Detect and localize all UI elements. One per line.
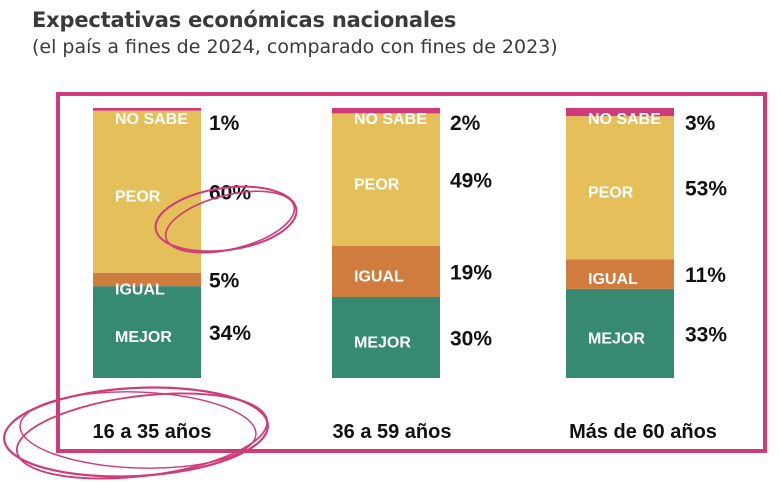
- segment-label-no-sabe-36-a-59-anos: NO SABE: [354, 111, 427, 128]
- bar-segment-no-sabe-16-a-35-anos: [93, 108, 201, 111]
- bar-segment-no-sabe-36-a-59-anos: [332, 108, 440, 114]
- value-label-no-sabe-36-a-59-anos: 2%: [450, 112, 481, 135]
- bar-segment-mejor-mas-de-60-anos: [566, 288, 674, 378]
- value-label-mejor-16-a-35-anos: 34%: [209, 322, 251, 345]
- bar-segment-peor-mas-de-60-anos: [566, 116, 674, 260]
- category-label-36-a-59-anos: 36 a 59 años: [333, 421, 452, 443]
- value-label-mejor-36-a-59-anos: 30%: [450, 328, 492, 351]
- value-label-no-sabe-mas-de-60-anos: 3%: [685, 112, 716, 135]
- value-label-no-sabe-16-a-35-anos: 1%: [209, 112, 240, 135]
- segment-label-no-sabe-16-a-35-anos: NO SABE: [115, 111, 188, 128]
- category-label-16-a-35-anos: 16 a 35 años: [93, 421, 212, 443]
- value-label-igual-16-a-35-anos: 5%: [209, 269, 240, 292]
- segment-label-no-sabe-mas-de-60-anos: NO SABE: [588, 111, 661, 128]
- bar-segment-no-sabe-mas-de-60-anos: [566, 108, 674, 117]
- bar-segment-peor-36-a-59-anos: [332, 113, 440, 246]
- segment-label-mejor-16-a-35-anos: MEJOR: [115, 329, 172, 346]
- segment-label-mejor-36-a-59-anos: MEJOR: [354, 335, 411, 352]
- segment-label-igual-mas-de-60-anos: IGUAL: [588, 271, 638, 288]
- chart-title: Expectativas económicas nacionales: [32, 8, 457, 32]
- value-label-peor-mas-de-60-anos: 53%: [685, 178, 727, 201]
- category-label-mas-de-60-anos: Más de 60 años: [569, 421, 717, 443]
- value-label-peor-16-a-35-anos: 60%: [209, 182, 251, 205]
- segment-label-igual-16-a-35-anos: IGUAL: [115, 282, 165, 299]
- chart-subtitle: (el país a fines de 2024, comparado con …: [32, 36, 558, 58]
- value-label-peor-36-a-59-anos: 49%: [450, 170, 492, 193]
- annotation-circle-age-b: [15, 392, 269, 480]
- annotation-circle-age-c: [19, 391, 257, 469]
- value-label-igual-mas-de-60-anos: 11%: [685, 264, 726, 287]
- bar-segment-mejor-16-a-35-anos: [93, 286, 201, 378]
- annotation-circle-60-b: [164, 190, 296, 254]
- value-label-igual-36-a-59-anos: 19%: [450, 261, 492, 284]
- value-label-mejor-mas-de-60-anos: 33%: [685, 323, 727, 346]
- segment-label-peor-mas-de-60-anos: PEOR: [588, 185, 634, 202]
- bar-segment-igual-36-a-59-anos: [332, 245, 440, 297]
- segment-label-igual-36-a-59-anos: IGUAL: [354, 268, 404, 285]
- bar-segment-igual-mas-de-60-anos: [566, 259, 674, 289]
- chart-frame: [56, 92, 767, 453]
- bar-segment-igual-16-a-35-anos: [93, 272, 201, 287]
- bar-segment-mejor-36-a-59-anos: [332, 297, 440, 378]
- bar-segment-peor-16-a-35-anos: [93, 110, 201, 273]
- segment-label-peor-16-a-35-anos: PEOR: [115, 189, 161, 206]
- segment-label-mejor-mas-de-60-anos: MEJOR: [588, 330, 645, 347]
- segment-label-peor-36-a-59-anos: PEOR: [354, 177, 400, 194]
